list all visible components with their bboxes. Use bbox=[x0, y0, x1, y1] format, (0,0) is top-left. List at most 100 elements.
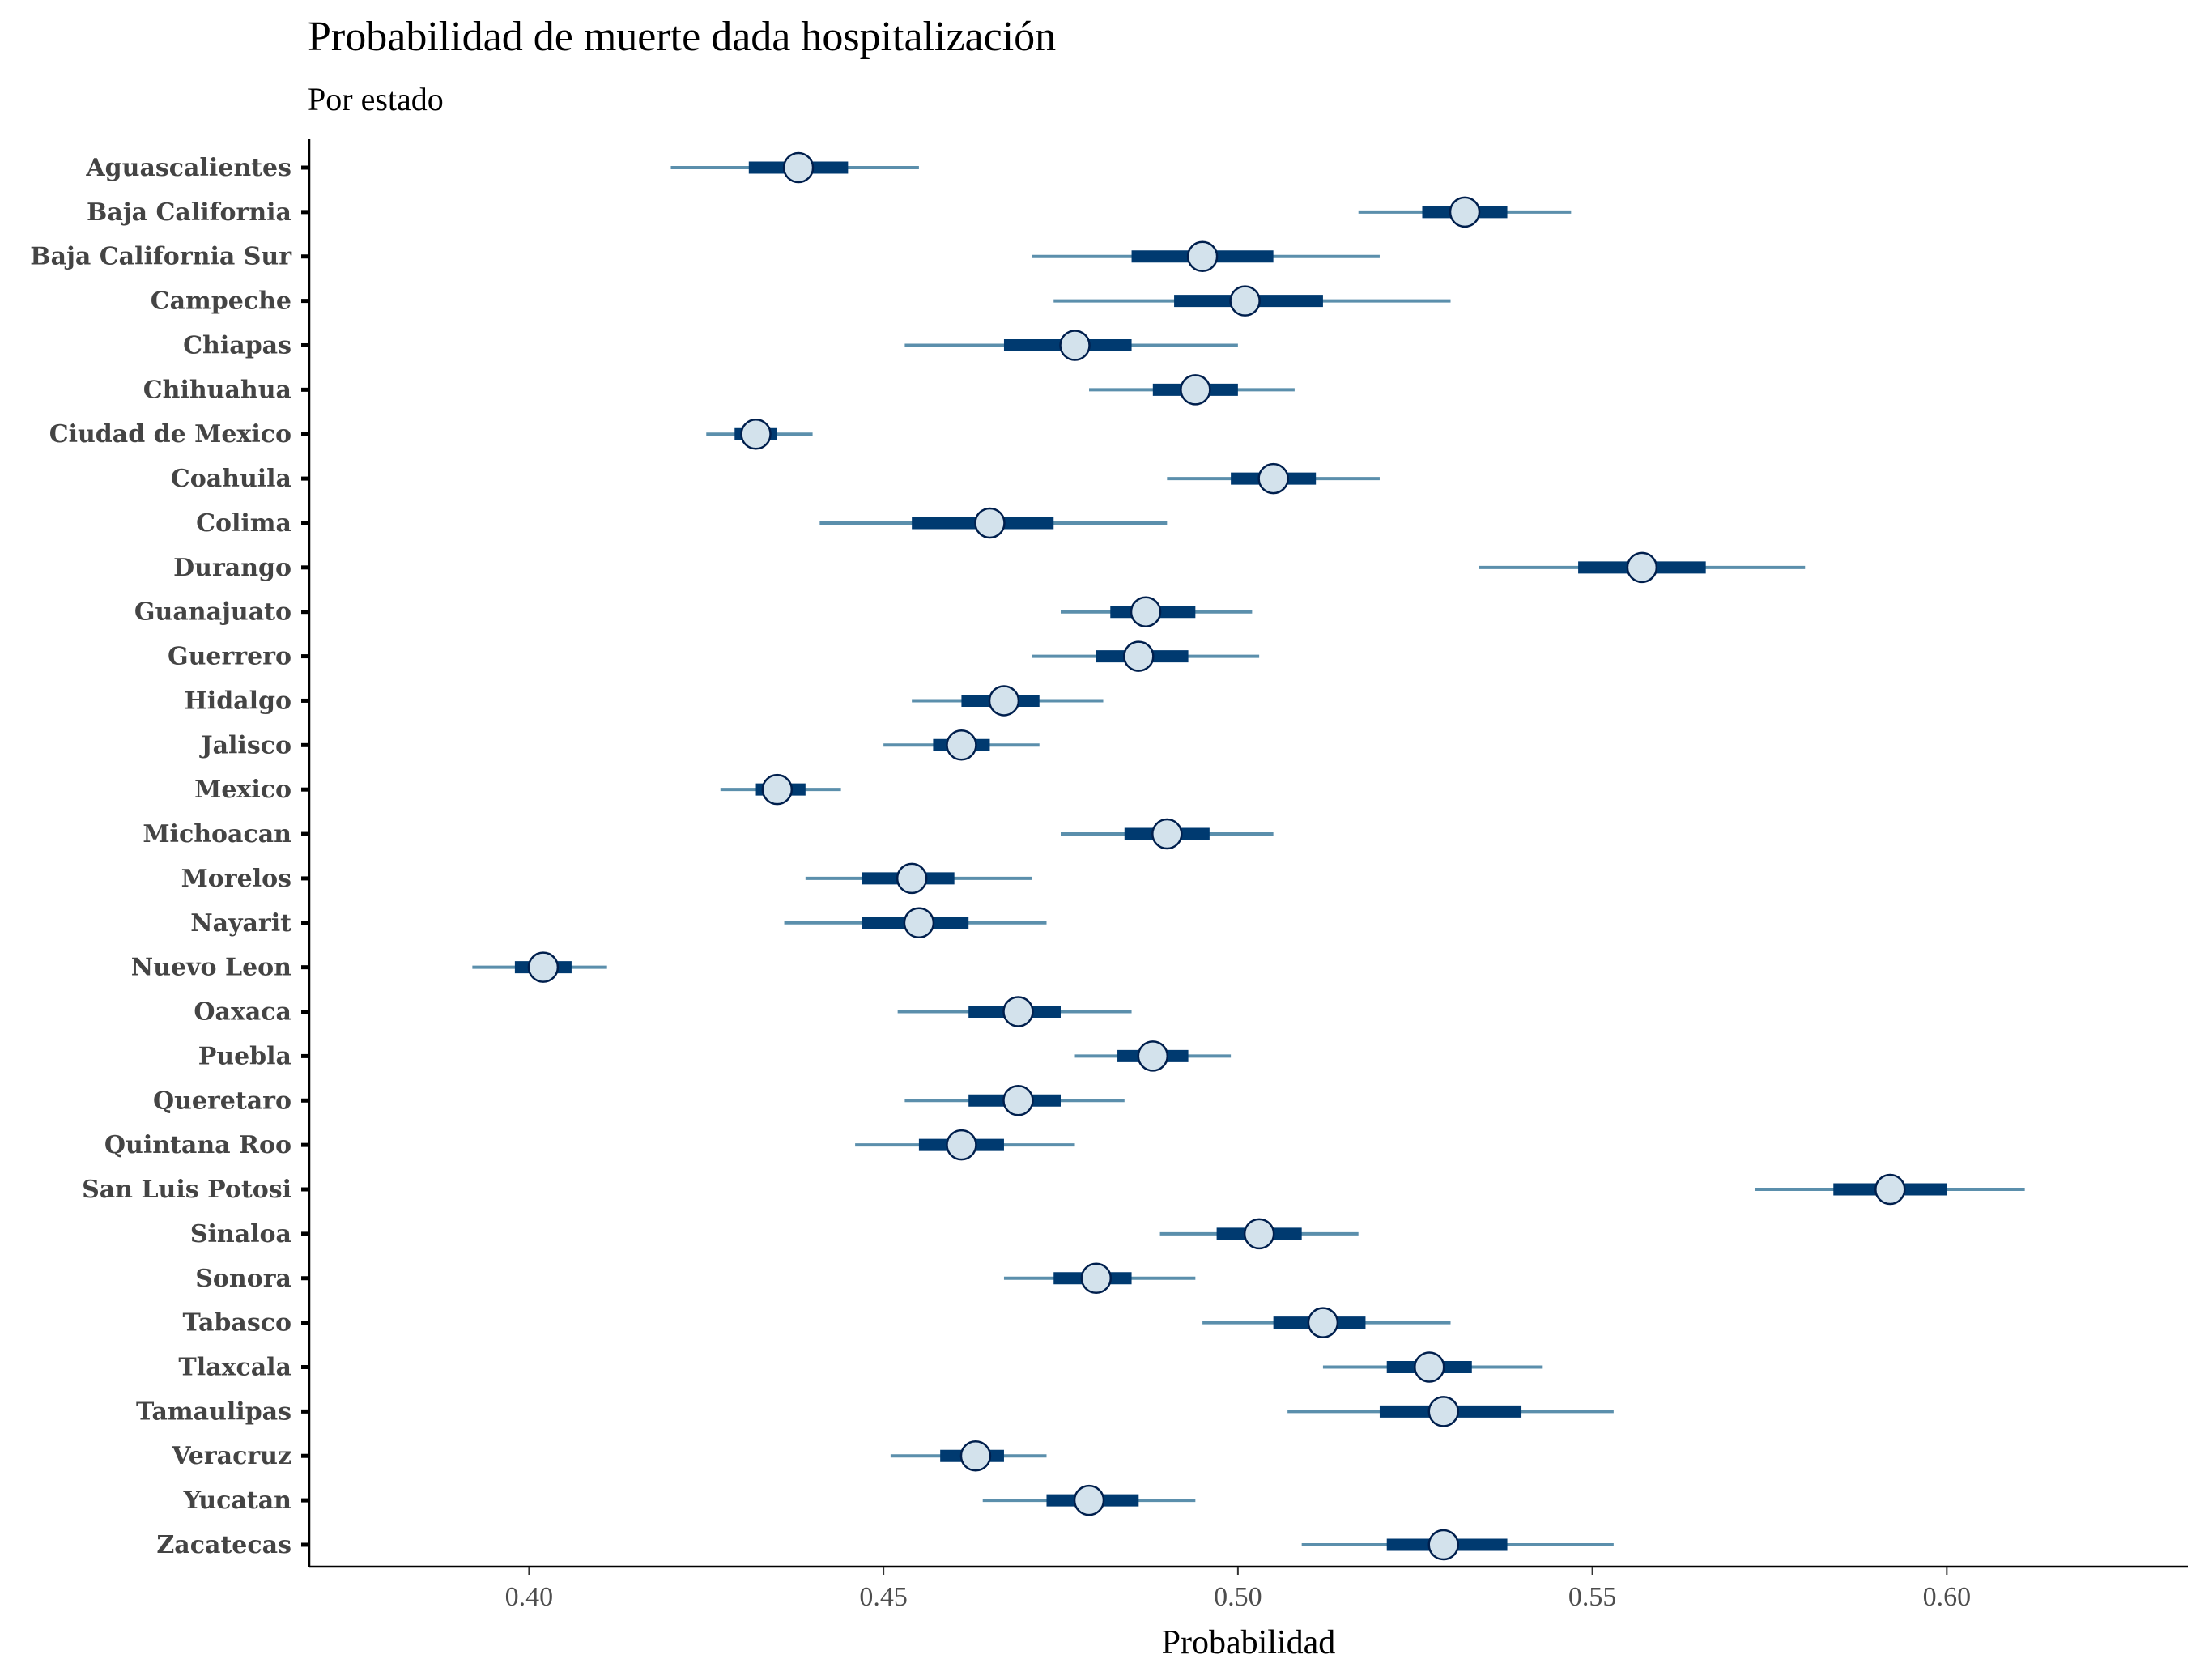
state-row-durango bbox=[1479, 551, 1806, 584]
median-point bbox=[896, 862, 928, 895]
median-point bbox=[1073, 1484, 1105, 1516]
median-point bbox=[740, 418, 772, 450]
median-point bbox=[761, 773, 794, 806]
chart-title: Probabilidad de muerte dada hospitalizac… bbox=[308, 14, 1056, 60]
x-tick-label: 0.45 bbox=[859, 1582, 908, 1612]
median-point bbox=[1307, 1307, 1339, 1338]
y-tick-label: Coahuila bbox=[171, 465, 291, 493]
median-point bbox=[959, 1440, 992, 1472]
state-row-tlaxcala bbox=[1322, 1351, 1543, 1383]
y-tick-label: Tlaxcala bbox=[178, 1353, 291, 1381]
y-tick-label: Campeche bbox=[151, 287, 291, 316]
state-row-sonora bbox=[1003, 1262, 1196, 1294]
median-point bbox=[1874, 1173, 1906, 1206]
y-tick-label: Nuevo Leon bbox=[131, 954, 291, 982]
median-point bbox=[1059, 330, 1091, 361]
state-row-jalisco bbox=[883, 729, 1040, 761]
x-tick-label: 0.50 bbox=[1214, 1582, 1262, 1612]
median-point bbox=[1243, 1218, 1275, 1250]
state-row-nayarit bbox=[784, 907, 1047, 939]
median-point bbox=[903, 907, 935, 939]
y-tick-label: Tamaulipas bbox=[136, 1397, 291, 1426]
median-point bbox=[1002, 1085, 1034, 1116]
median-point bbox=[1186, 240, 1219, 272]
y-tick-label: Guerrero bbox=[168, 643, 291, 671]
median-point bbox=[1137, 1040, 1169, 1072]
y-tick-label: Michoacan bbox=[143, 820, 291, 849]
median-point bbox=[1427, 1396, 1460, 1427]
y-tick-label: Oaxaca bbox=[194, 998, 291, 1027]
state-row-morelos bbox=[805, 862, 1032, 895]
state-row-oaxaca bbox=[897, 996, 1132, 1027]
median-point bbox=[782, 151, 815, 184]
state-row-colima bbox=[819, 507, 1168, 539]
y-tick-label: Chihuahua bbox=[143, 376, 291, 404]
y-tick-label: Hidalgo bbox=[184, 687, 291, 715]
y-tick-label: Guanajuato bbox=[134, 598, 291, 627]
state-row-aguascalientes bbox=[670, 151, 919, 184]
median-point bbox=[1413, 1351, 1445, 1383]
x-tick-label: 0.40 bbox=[505, 1582, 554, 1612]
state-row-coahuila bbox=[1167, 462, 1380, 495]
y-tick-label: Chiapas bbox=[183, 331, 291, 359]
y-tick-label: Mexico bbox=[194, 776, 291, 804]
x-axis-label: Probabilidad bbox=[1162, 1624, 1336, 1661]
state-row-guerrero bbox=[1032, 640, 1260, 672]
state-row-hidalgo bbox=[912, 685, 1104, 717]
median-point bbox=[1080, 1262, 1113, 1294]
state-row-sinaloa bbox=[1159, 1218, 1359, 1250]
state-row-chihuahua bbox=[1089, 374, 1295, 406]
y-tick-label: Puebla bbox=[198, 1042, 291, 1070]
y-tick-label: Jalisco bbox=[198, 731, 291, 759]
y-tick-label: Colima bbox=[196, 509, 291, 538]
state-row-veracruz bbox=[890, 1440, 1047, 1472]
y-tick-label: Nayarit bbox=[190, 909, 291, 938]
y-tick-label: Queretaro bbox=[153, 1087, 291, 1115]
median-point bbox=[1626, 551, 1658, 584]
state-row-chiapas bbox=[904, 330, 1238, 361]
median-point bbox=[1180, 374, 1211, 406]
x-tick-label: 0.55 bbox=[1568, 1582, 1617, 1612]
plot-area bbox=[472, 151, 2025, 1561]
y-tick-label: Morelos bbox=[181, 865, 291, 893]
y-tick-label: Sinaloa bbox=[190, 1220, 291, 1248]
y-tick-label: Quintana Roo bbox=[104, 1131, 291, 1159]
state-row-nuevo-leon bbox=[472, 951, 607, 983]
state-row-tabasco bbox=[1202, 1307, 1451, 1338]
median-point bbox=[527, 951, 560, 983]
median-point bbox=[1427, 1529, 1460, 1561]
state-row-ciudad-de-mexico bbox=[706, 418, 813, 450]
y-tick-label: San Luis Potosi bbox=[82, 1176, 291, 1204]
y-tick-label: Tabasco bbox=[183, 1309, 291, 1338]
state-row-zacatecas bbox=[1301, 1529, 1614, 1561]
state-row-yucatan bbox=[982, 1484, 1196, 1516]
y-tick-label: Aguascalientes bbox=[85, 154, 291, 182]
state-row-tamaulipas bbox=[1287, 1396, 1614, 1427]
y-axis: Aguascalientes Baja California Baja Califo… bbox=[30, 154, 309, 1559]
state-row-campeche bbox=[1053, 285, 1451, 317]
y-tick-label: Zacatecas bbox=[156, 1531, 291, 1559]
state-row-baja-california bbox=[1358, 196, 1572, 228]
median-point bbox=[1002, 996, 1034, 1027]
median-point bbox=[1123, 640, 1155, 672]
median-point bbox=[946, 729, 977, 761]
y-tick-label: Durango bbox=[173, 554, 291, 582]
median-point bbox=[1151, 818, 1183, 850]
y-tick-label: Yucatan bbox=[183, 1486, 292, 1515]
median-point bbox=[946, 1129, 977, 1161]
y-tick-label: Ciudad de Mexico bbox=[49, 420, 291, 449]
state-row-guanajuato bbox=[1061, 596, 1253, 627]
y-tick-label: Veracruz bbox=[171, 1442, 291, 1470]
state-row-mexico bbox=[720, 773, 841, 806]
y-tick-label: Baja California Sur bbox=[30, 243, 292, 271]
chart-subtitle: Por estado bbox=[308, 81, 444, 117]
state-row-queretaro bbox=[904, 1085, 1125, 1116]
y-tick-label: Baja California bbox=[87, 198, 291, 227]
median-point bbox=[1257, 462, 1289, 495]
y-tick-label: Sonora bbox=[195, 1265, 291, 1293]
median-point bbox=[1229, 285, 1261, 317]
state-row-san-luis-potosi bbox=[1755, 1173, 2025, 1206]
state-row-puebla bbox=[1074, 1040, 1232, 1072]
state-row-quintana-roo bbox=[855, 1129, 1075, 1161]
